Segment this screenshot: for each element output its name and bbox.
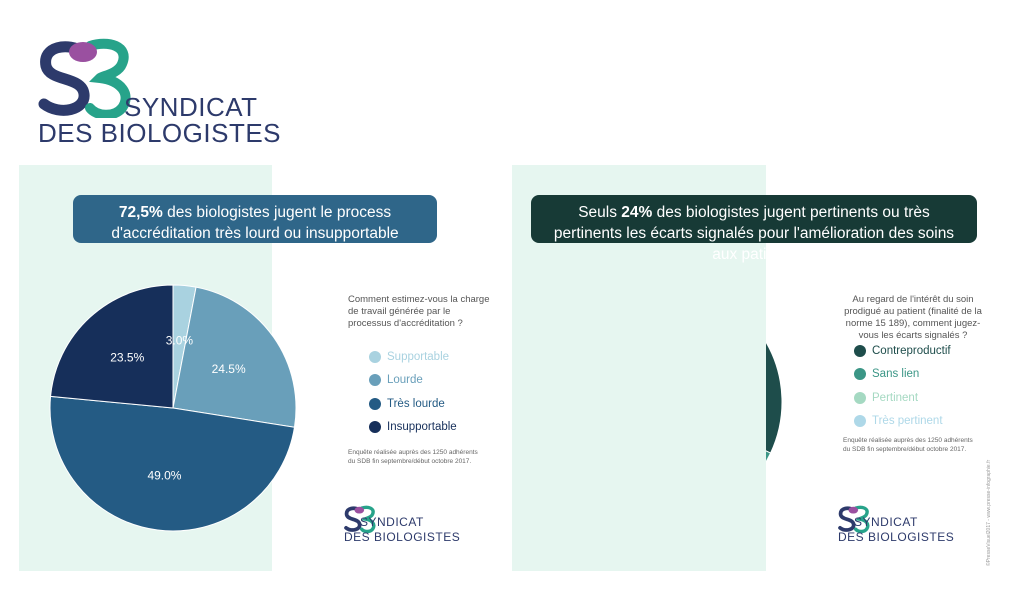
- legend-label: Contreproductif: [872, 344, 951, 357]
- left-legend: Supportable Lourde Très lourde Insupport…: [369, 345, 457, 439]
- legend-item-tres-lourde: Très lourde: [369, 392, 457, 416]
- sdb-logo-mark-icon: [38, 38, 131, 118]
- right-chart-question: Au regard de l'intérêt du soin prodigué …: [844, 294, 982, 341]
- logo-text-line1: SYNDICAT: [854, 515, 918, 529]
- legend-item-lourde: Lourde: [369, 369, 457, 393]
- legend-swatch: [369, 374, 381, 387]
- legend-item-sans-lien: Sans lien: [854, 363, 951, 387]
- legend-label: Supportable: [387, 350, 450, 363]
- legend-label: Pertinent: [872, 391, 919, 404]
- legend-label: Lourde: [387, 374, 423, 387]
- legend-swatch: [369, 421, 381, 434]
- legend-swatch: [854, 344, 866, 357]
- right-banner: Seuls 24% des biologistes jugent pertine…: [531, 195, 977, 263]
- accreditation-pie-slice-3: [50, 284, 174, 409]
- sdb-logo-mark-icon: [344, 505, 376, 534]
- right-banner-text: des biologistes jugent pertinents ou trè…: [553, 204, 955, 263]
- legend-item-contreproductif: Contreproductif: [854, 339, 951, 363]
- legend-item-pertinent: Pertinent: [854, 386, 951, 410]
- left-chart-question: Comment estimez-vous la charge de travai…: [348, 294, 490, 329]
- legend-label: Très lourde: [387, 397, 445, 410]
- left-banner-text: des biologistes jugent le process d'accr…: [111, 204, 399, 242]
- accreditation-pie-slice-2: [49, 395, 296, 532]
- right-survey-note: Enquête réalisée auprès des 1250 adhéren…: [843, 437, 973, 453]
- left-survey-note: Enquête réalisée auprès des 1250 adhéren…: [348, 449, 478, 465]
- left-banner: 72,5% des biologistes jugent le process …: [73, 195, 437, 243]
- accreditation-pie-slice-1: [172, 286, 297, 428]
- right-banner-prefix: Seuls: [578, 204, 622, 221]
- sdb-logo-small-left: SYNDICAT DES BIOLOGISTES: [344, 504, 460, 552]
- sdb-logo: SYNDICAT DES BIOLOGISTES: [38, 38, 281, 148]
- legend-swatch: [854, 368, 866, 381]
- left-banner-highlight: 72,5%: [118, 204, 163, 221]
- right-legend: Contreproductif Sans lien Pertinent Très…: [854, 339, 951, 433]
- legend-swatch: [854, 415, 866, 428]
- legend-label: Très pertinent: [872, 415, 943, 428]
- logo-text-line1: SYNDICAT: [124, 92, 258, 122]
- legend-label: Insupportable: [387, 421, 457, 434]
- credit-text: ©PresseVisuel2017 - www.presse-infograph…: [986, 459, 992, 566]
- accreditation-pie-data-label-1: 24.5%: [212, 362, 246, 376]
- accreditation-pie-data-label-3: 23.5%: [110, 351, 144, 365]
- logo-text-line2: DES BIOLOGISTES: [38, 118, 282, 148]
- legend-swatch: [369, 350, 381, 363]
- right-banner-highlight: 24%: [621, 204, 653, 221]
- logo-text-line2: DES BIOLOGISTES: [344, 530, 461, 544]
- legend-label: Sans lien: [872, 368, 920, 381]
- legend-swatch: [854, 391, 866, 404]
- logo-text-line1: SYNDICAT: [360, 515, 424, 529]
- accreditation-pie-data-label-2: 49.0%: [147, 468, 181, 482]
- legend-item-supportable: Supportable: [369, 345, 457, 369]
- sdb-logo-small-right: SYNDICAT DES BIOLOGISTES: [838, 504, 954, 552]
- sdb-logo-mark-icon: [838, 505, 870, 534]
- legend-swatch: [369, 397, 381, 410]
- legend-item-insupportable: Insupportable: [369, 416, 457, 440]
- logo-text-line2: DES BIOLOGISTES: [838, 530, 955, 544]
- legend-item-tres-pertinent: Très pertinent: [854, 410, 951, 434]
- accreditation-pie-data-label-0: 3.0%: [166, 333, 194, 347]
